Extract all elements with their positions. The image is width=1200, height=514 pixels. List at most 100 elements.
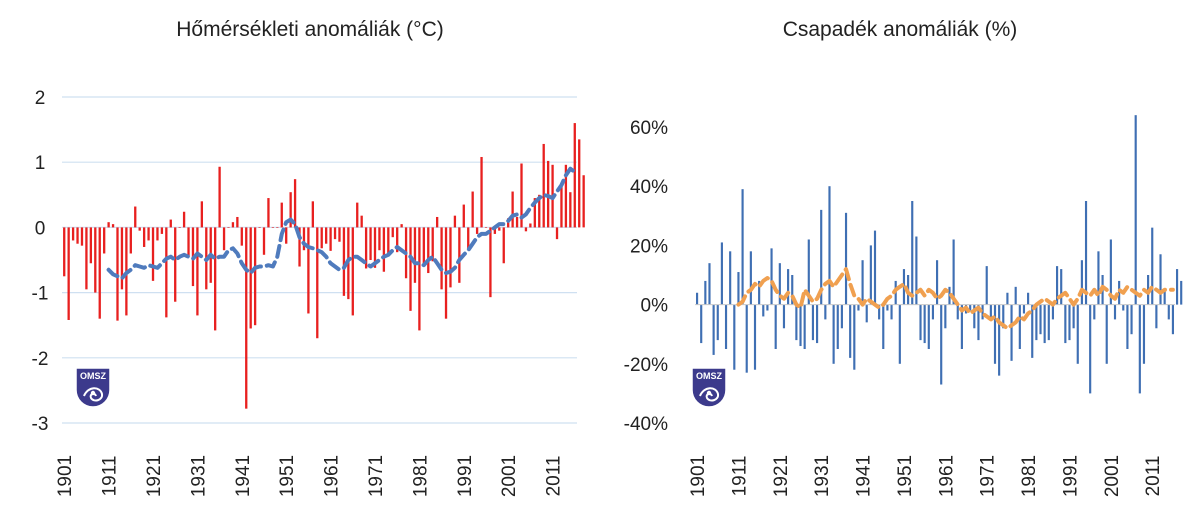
bar (555, 227, 559, 240)
bar (1105, 304, 1108, 364)
bar (745, 304, 748, 373)
bar (116, 227, 119, 321)
chart-title: Hőmérsékleti anomáliák (°C) (176, 18, 444, 41)
bar (1171, 304, 1175, 335)
bar (741, 189, 744, 305)
bar (98, 227, 101, 319)
bar (886, 304, 889, 311)
bar (325, 227, 328, 244)
bar (1043, 304, 1046, 344)
bar (911, 201, 914, 305)
bar (865, 304, 868, 323)
x-tick-label: 1981 (1019, 455, 1040, 497)
bar (1130, 304, 1133, 335)
x-tick-label: 1971 (978, 455, 999, 497)
bar (467, 227, 470, 251)
bar (382, 227, 386, 272)
bar (564, 164, 568, 228)
bar (320, 227, 323, 249)
bar (1167, 304, 1170, 320)
bar (480, 156, 483, 228)
bar (1031, 304, 1034, 358)
bar (1010, 304, 1013, 361)
bar (724, 304, 728, 349)
x-tick-label: 2011 (544, 456, 565, 497)
y-tick-label: -1 (32, 284, 49, 305)
bar (218, 166, 221, 228)
bar (187, 227, 190, 257)
bar (869, 245, 872, 305)
bar (196, 227, 199, 316)
bar (882, 304, 885, 349)
bar (898, 304, 901, 364)
bar (857, 304, 860, 311)
bar (774, 304, 777, 349)
bar (515, 216, 519, 228)
bar (989, 304, 992, 320)
bar (1097, 251, 1100, 305)
bar (1002, 304, 1005, 329)
bar (462, 204, 465, 228)
bar (360, 215, 363, 228)
bar (178, 227, 181, 228)
bar (316, 227, 319, 339)
bar (89, 227, 93, 264)
bar (1006, 292, 1009, 305)
bar (493, 227, 497, 234)
bar (582, 175, 585, 228)
bar (76, 227, 79, 244)
bar (236, 216, 239, 228)
bar (1060, 269, 1063, 305)
bar (1151, 227, 1154, 305)
bar (338, 227, 341, 242)
bar (1134, 115, 1137, 305)
bar (293, 179, 297, 228)
x-tick-label: 1971 (366, 455, 387, 497)
bar (453, 215, 457, 228)
bar (214, 227, 217, 331)
x-tick-label: 2001 (1102, 455, 1123, 497)
bar (762, 304, 765, 317)
bar (329, 227, 332, 251)
bar (409, 227, 412, 311)
bar (63, 227, 66, 277)
bar (787, 269, 790, 305)
bar (111, 224, 115, 228)
bar (720, 242, 723, 305)
bar (364, 227, 368, 269)
bar (222, 227, 226, 251)
bar (351, 227, 354, 316)
x-tick-label: 2011 (1143, 456, 1164, 497)
x-tick-label: 1951 (277, 455, 298, 497)
bar (520, 163, 523, 228)
bar (302, 227, 306, 251)
temperature-anomaly-chart: 2 1 0 -1 -2 -3 1901 1911 1921 1931 1941 1951 1961 197… (32, 88, 585, 497)
bar (267, 198, 270, 228)
bar (1138, 304, 1141, 394)
bar (973, 304, 976, 329)
bar (342, 227, 346, 296)
x-tick-label: 1901 (55, 455, 76, 497)
bar (758, 280, 761, 305)
x-tick-label: 2001 (499, 455, 520, 497)
bar (935, 260, 939, 305)
bar (280, 202, 283, 228)
y-tick-label: 40% (630, 177, 668, 198)
bar (940, 304, 943, 385)
bar (1072, 304, 1075, 329)
bar (489, 227, 492, 298)
bar (712, 304, 715, 355)
bar (524, 227, 528, 232)
bar (174, 227, 177, 302)
x-tick-label: 1901 (688, 455, 709, 497)
bar (853, 304, 856, 370)
x-tick-label: 1921 (771, 455, 792, 497)
bar (840, 304, 843, 329)
y-tick-label: 0% (641, 296, 669, 317)
bar (107, 222, 110, 228)
y-tick-label: 0 (35, 218, 46, 239)
bar (391, 227, 394, 238)
bar (151, 227, 155, 281)
bar (1175, 269, 1179, 305)
bar (418, 227, 421, 331)
